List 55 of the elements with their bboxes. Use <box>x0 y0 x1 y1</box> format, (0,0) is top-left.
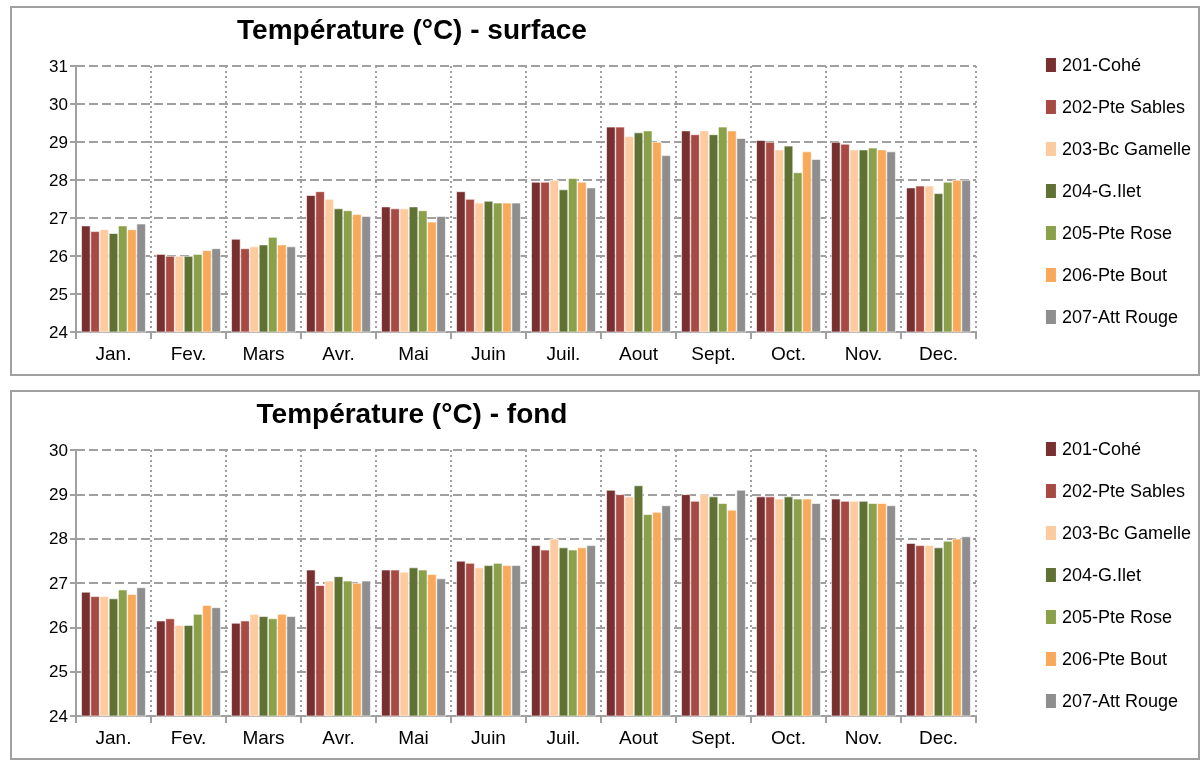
x-tick-label: Fev. <box>170 727 207 748</box>
legend-label: 202-Pte Sables <box>1061 97 1186 117</box>
x-tick-label: Juin <box>471 343 506 364</box>
x-tick-label: Aout <box>618 727 659 748</box>
chart-title: Température (°C) - surface <box>237 13 587 45</box>
y-tick-label: 26 <box>49 246 68 266</box>
legend-label: 204-G.Ilet <box>1061 181 1141 201</box>
y-tick-label: 26 <box>49 617 68 637</box>
x-tick-label: Avr. <box>322 727 355 748</box>
y-tick-label: 27 <box>49 208 68 228</box>
x-tick-label: Mars <box>242 343 285 364</box>
y-tick-label: 24 <box>49 322 68 342</box>
y-tick-label: 25 <box>49 284 68 304</box>
x-tick-label: Jan. <box>95 727 132 748</box>
x-tick-label: Dec. <box>918 727 959 748</box>
legend-label: 206-Pte Bout <box>1061 649 1168 669</box>
x-tick-label: Oct. <box>771 343 806 364</box>
x-tick-label: Juil. <box>546 727 581 748</box>
legend-label: 204-G.Ilet <box>1061 565 1141 585</box>
x-tick-label: Juil. <box>546 343 581 364</box>
x-tick-label: Dec. <box>918 343 959 364</box>
x-tick-label: Oct. <box>771 727 806 748</box>
x-tick-label: Juin <box>471 727 506 748</box>
chart-title: Température (°C) - fond <box>256 397 568 429</box>
y-tick-label: 31 <box>49 56 68 76</box>
legend-label: 206-Pte Bout <box>1061 265 1168 285</box>
legend-label: 203-Bc Gamelle <box>1061 523 1191 543</box>
x-tick-label: Jan. <box>95 343 132 364</box>
x-tick-label: Avr. <box>322 343 355 364</box>
x-tick-label: Mai <box>398 343 429 364</box>
x-tick-label: Mai <box>398 727 429 748</box>
legend-label: 201-Cohé <box>1061 55 1141 75</box>
legend-label: 201-Cohé <box>1061 439 1141 459</box>
legend-label: 207-Att Rouge <box>1061 691 1179 711</box>
legend-label: 205-Pte Rose <box>1061 223 1173 243</box>
legend-label: 203-Bc Gamelle <box>1061 139 1191 159</box>
y-tick-label: 28 <box>49 170 68 190</box>
y-tick-label: 27 <box>49 573 68 593</box>
legend-label: 205-Pte Rose <box>1061 607 1173 627</box>
y-tick-label: 24 <box>49 706 68 726</box>
y-tick-label: 28 <box>49 529 68 549</box>
x-tick-label: Sept. <box>691 727 736 748</box>
x-tick-label: Nov. <box>844 727 883 748</box>
x-tick-label: Sept. <box>691 343 736 364</box>
y-tick-label: 30 <box>49 440 68 460</box>
x-tick-label: Fev. <box>170 343 207 364</box>
legend-label: 202-Pte Sables <box>1061 481 1186 501</box>
y-tick-label: 29 <box>49 132 68 152</box>
legend-label: 207-Att Rouge <box>1061 307 1179 327</box>
y-tick-label: 29 <box>49 484 68 504</box>
y-tick-label: 30 <box>49 94 68 114</box>
y-tick-label: 25 <box>49 662 68 682</box>
x-tick-label: Nov. <box>844 343 883 364</box>
x-tick-label: Aout <box>618 343 659 364</box>
x-tick-label: Mars <box>242 727 285 748</box>
